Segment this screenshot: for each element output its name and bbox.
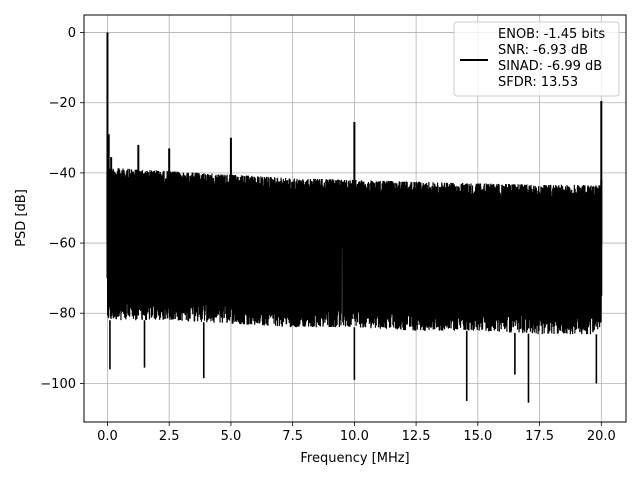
legend-snr: SNR: -6.93 dB <box>498 43 588 58</box>
x-tick-label: 0.0 <box>97 429 118 444</box>
y-tick-label: −60 <box>49 237 76 252</box>
y-axis-ticks: 0 −20 −40 −60 −80 −100 <box>40 26 84 392</box>
x-tick-label: 12.5 <box>402 429 431 444</box>
y-tick-label: −40 <box>49 166 76 181</box>
y-tick-label: −100 <box>40 377 76 392</box>
psd-trace <box>106 32 603 403</box>
y-tick-label: −80 <box>49 307 76 322</box>
y-tick-label: 0 <box>68 26 76 41</box>
legend-enob: ENOB: -1.45 bits <box>498 27 605 42</box>
legend-sinad: SINAD: -6.99 dB <box>498 59 602 74</box>
x-tick-label: 15.0 <box>463 429 492 444</box>
x-axis-label: Frequency [MHz] <box>300 451 409 466</box>
legend-box <box>453 21 620 97</box>
y-tick-label: −20 <box>49 96 76 111</box>
x-axis-ticks: 0.0 2.5 5.0 7.5 10.0 12.5 15.0 17.5 20.0 <box>97 422 616 444</box>
x-tick-label: 17.5 <box>525 429 554 444</box>
x-tick-label: 2.5 <box>159 429 180 444</box>
x-tick-label: 5.0 <box>221 429 242 444</box>
legend: ENOB: -1.45 bits SNR: -6.93 dB SINAD: -6… <box>453 21 620 97</box>
legend-sfdr: SFDR: 13.53 <box>498 75 578 90</box>
y-axis-label: PSD [dB] <box>14 189 29 247</box>
x-tick-label: 7.5 <box>282 429 303 444</box>
x-tick-label: 20.0 <box>587 429 616 444</box>
plot-frame <box>83 14 627 423</box>
x-tick-label: 10.0 <box>340 429 369 444</box>
